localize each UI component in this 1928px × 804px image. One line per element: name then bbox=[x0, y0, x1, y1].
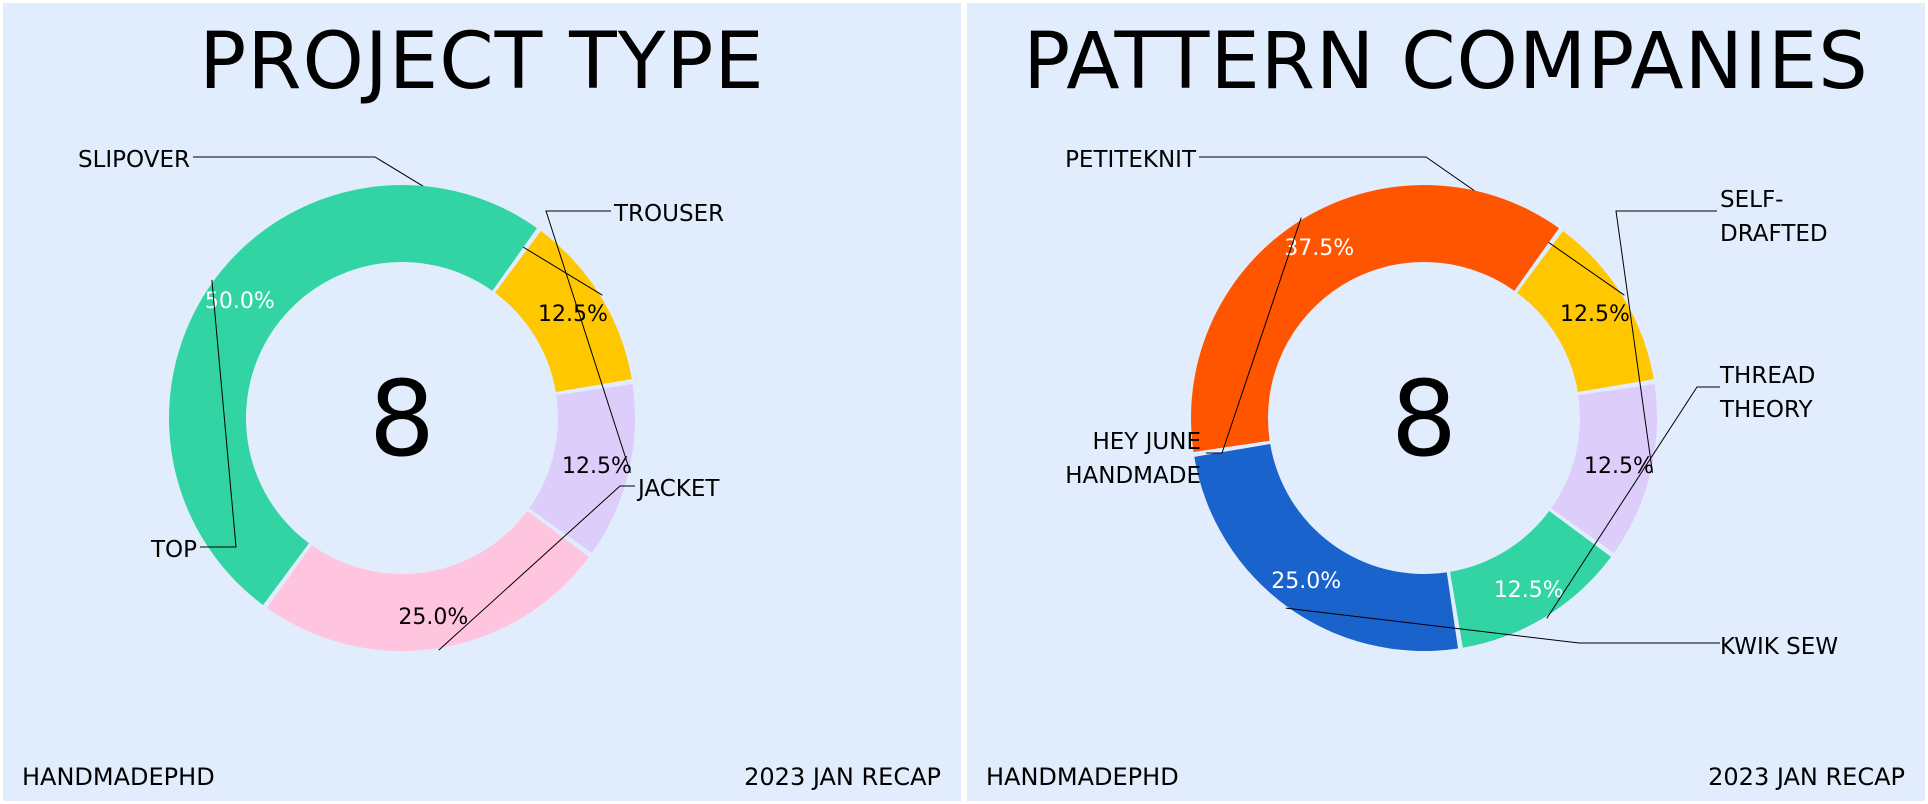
category-label-kwik-sew: KWIK SEW bbox=[1720, 634, 1838, 660]
pct-label-trouser: 12.5% bbox=[562, 454, 632, 479]
pct-label-slipover: 12.5% bbox=[538, 302, 608, 327]
pattern-companies-title: PATTERN COMPANIES bbox=[1023, 17, 1869, 107]
leader-line-petiteknit bbox=[1199, 156, 1625, 296]
leader-line-slipover bbox=[193, 156, 603, 296]
footer-period: 2023 JAN RECAP bbox=[1708, 763, 1905, 791]
category-label-top: TOP bbox=[150, 537, 197, 563]
slice-slipover bbox=[495, 230, 632, 392]
footer-author: HANDMADEPHD bbox=[22, 763, 215, 791]
category-label-hey-june-handmade: HEY JUNE HANDMADE bbox=[1065, 429, 1201, 489]
slice-self-drafted bbox=[1551, 383, 1657, 553]
slice-hey-june-handmade bbox=[1191, 184, 1559, 453]
leader-line-kwik-sew bbox=[1285, 607, 1720, 644]
pct-label-thread-theory: 12.5% bbox=[1494, 578, 1564, 603]
category-label-self-drafted: SELF-DRAFTED bbox=[1720, 187, 1828, 247]
center-total: 8 bbox=[1391, 358, 1457, 480]
slice-kwik-sew bbox=[1194, 444, 1459, 651]
footer-period: 2023 JAN RECAP bbox=[744, 763, 941, 791]
category-label-slipover: SLIPOVER bbox=[78, 147, 190, 173]
leader-line-trouser bbox=[545, 210, 631, 474]
category-label-jacket: JACKET bbox=[636, 476, 720, 502]
leader-line-jacket bbox=[438, 485, 635, 651]
center-total: 8 bbox=[369, 358, 435, 480]
pct-label-hey-june-handmade: 37.5% bbox=[1284, 236, 1354, 261]
pct-label-petiteknit: 12.5% bbox=[1560, 302, 1630, 327]
leader-line-self-drafted bbox=[1615, 210, 1717, 473]
pattern-companies-donut-chart: 12.5% PETITEKNIT 12.5% SELF-DRAFTED 12.5% THR… bbox=[1065, 147, 1838, 660]
pct-label-top: 50.0% bbox=[205, 289, 275, 314]
pct-label-jacket: 25.0% bbox=[398, 605, 468, 630]
project-type-title: PROJECT TYPE bbox=[199, 17, 765, 107]
leader-line-thread-theory bbox=[1546, 386, 1720, 619]
category-label-thread-theory: THREAD THEORY bbox=[1719, 363, 1815, 423]
pct-label-self-drafted: 12.5% bbox=[1584, 454, 1654, 479]
footer-author: HANDMADEPHD bbox=[986, 763, 1179, 791]
slice-trouser bbox=[529, 383, 635, 553]
project-type-panel: PROJECT TYPE 12.5% SLIPOVER 12.5% TROUSER 25… bbox=[3, 3, 961, 801]
leader-line-top bbox=[200, 279, 237, 548]
slice-thread-theory bbox=[1450, 511, 1612, 648]
leader-line-hey-june-handmade bbox=[1206, 217, 1302, 454]
project-type-donut-chart: 12.5% SLIPOVER 12.5% TROUSER 25.0% JACKET 50.0… bbox=[78, 147, 724, 652]
category-label-trouser: TROUSER bbox=[613, 201, 724, 227]
category-label-petiteknit: PETITEKNIT bbox=[1065, 147, 1197, 173]
slice-jacket bbox=[267, 511, 590, 652]
pattern-companies-panel: PATTERN COMPANIES 12.5% PETITEKNIT 12.5% SE… bbox=[967, 3, 1925, 801]
pct-label-kwik-sew: 25.0% bbox=[1271, 569, 1341, 594]
slice-petiteknit bbox=[1517, 230, 1654, 392]
slice-top bbox=[169, 185, 537, 606]
